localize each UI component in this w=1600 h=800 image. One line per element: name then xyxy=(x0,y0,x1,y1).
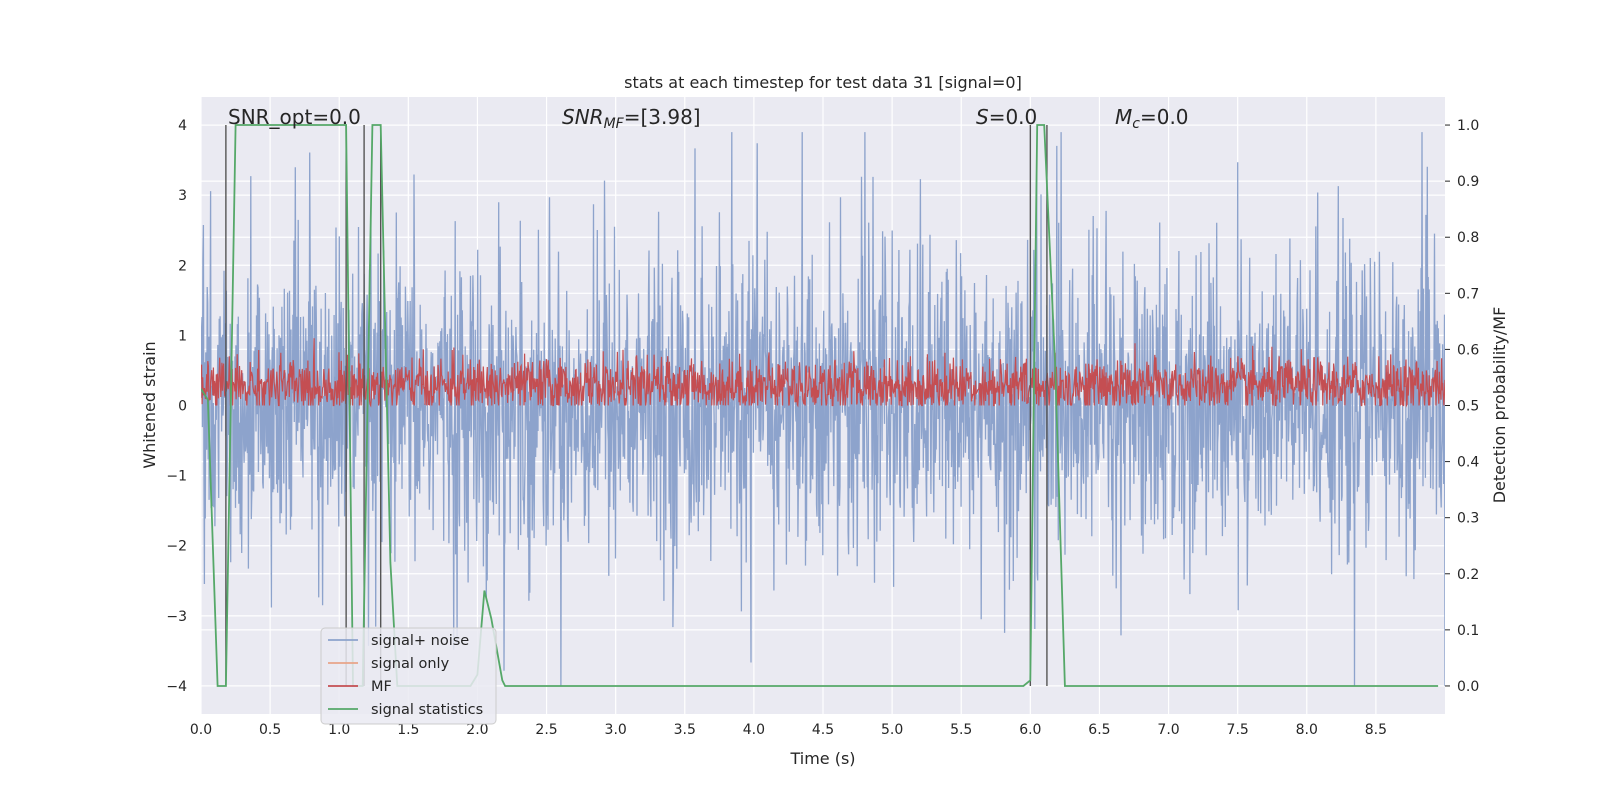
annotation-mc: Mc=0.0 xyxy=(1115,105,1189,132)
x-tick-label: 7.5 xyxy=(1227,722,1249,738)
annotation-snr-mf: SNRMF=[3.98] xyxy=(562,105,701,132)
y2-tick-label: 0.8 xyxy=(1457,230,1479,246)
y-axis-label: Whitened strain xyxy=(140,341,159,468)
y-tick-label: −1 xyxy=(166,469,187,485)
y-tick-label: 4 xyxy=(178,118,187,134)
x-tick-label: 2.5 xyxy=(535,722,557,738)
x-tick-label: 4.0 xyxy=(743,722,765,738)
x-tick-label: 5.5 xyxy=(950,722,972,738)
legend-label-signal-noise: signal+ noise xyxy=(371,633,469,649)
x-tick-label: 3.0 xyxy=(605,722,627,738)
x-tick-label: 2.0 xyxy=(466,722,488,738)
y2-tick-label: 0.9 xyxy=(1457,174,1479,190)
x-tick-label: 8.5 xyxy=(1365,722,1387,738)
x-tick-label: 6.0 xyxy=(1019,722,1041,738)
x-tick-label: 5.0 xyxy=(881,722,903,738)
y2-tick-label: 0.4 xyxy=(1457,455,1479,471)
y2-tick-label: 1.0 xyxy=(1457,118,1479,134)
legend: signal+ noise signal only MF signal stat… xyxy=(320,627,497,725)
annotation-snr-opt: SNR_opt=0.0 xyxy=(228,105,361,129)
y2-tick-label: 0.7 xyxy=(1457,286,1479,302)
x-tick-label: 0.5 xyxy=(259,722,281,738)
y2-tick-label: 0.3 xyxy=(1457,511,1479,527)
chart-title: stats at each timestep for test data 31 … xyxy=(624,73,1022,92)
y-tick-label: 3 xyxy=(178,188,187,204)
x-tick-label: 1.0 xyxy=(328,722,350,738)
x-tick-label: 0.0 xyxy=(190,722,212,738)
y-tick-label: 2 xyxy=(178,258,187,274)
legend-label-signal-statistics: signal statistics xyxy=(371,702,483,718)
legend-box xyxy=(320,627,497,725)
y-tick-label: −3 xyxy=(166,609,187,625)
y-tick-label: −4 xyxy=(166,679,187,695)
x-axis-label: Time (s) xyxy=(789,749,855,768)
x-tick-label: 7.0 xyxy=(1157,722,1179,738)
y-tick-label: 1 xyxy=(178,328,187,344)
y2-tick-labels: 1.0 0.9 0.8 0.7 0.6 0.5 0.4 0.3 0.2 0.1 0.0 xyxy=(1445,118,1479,695)
series-mf xyxy=(201,338,1445,408)
legend-label-mf: MF xyxy=(371,679,392,695)
y2-tick-label: 0.2 xyxy=(1457,567,1479,583)
y2-tick-label: 0.6 xyxy=(1457,342,1479,358)
y2-tick-label: 0.1 xyxy=(1457,623,1479,639)
y-tick-label: −2 xyxy=(166,539,187,555)
series-signal-noise xyxy=(201,132,1445,687)
x-tick-label: 4.5 xyxy=(812,722,834,738)
annotation-s: S=0.0 xyxy=(976,105,1037,129)
y2-tick-label: 0.5 xyxy=(1457,399,1479,415)
x-tick-label: 1.5 xyxy=(397,722,419,738)
y-tick-label: 0 xyxy=(178,399,187,415)
x-tick-label: 3.5 xyxy=(674,722,696,738)
x-tick-label: 6.5 xyxy=(1088,722,1110,738)
y2-tick-label: 0.0 xyxy=(1457,679,1479,695)
x-tick-label: 8.0 xyxy=(1296,722,1318,738)
legend-label-signal-only: signal only xyxy=(371,656,450,672)
y-tick-labels: 4 3 2 1 0 −1 −2 −3 −4 xyxy=(166,118,187,695)
x-tick-labels: 0.0 0.5 1.0 1.5 2.0 2.5 3.0 3.5 4.0 4.5 5.0 5.5 6.0 6… xyxy=(190,722,1387,738)
y2-axis-label: Detection probability/MF xyxy=(1490,307,1509,504)
